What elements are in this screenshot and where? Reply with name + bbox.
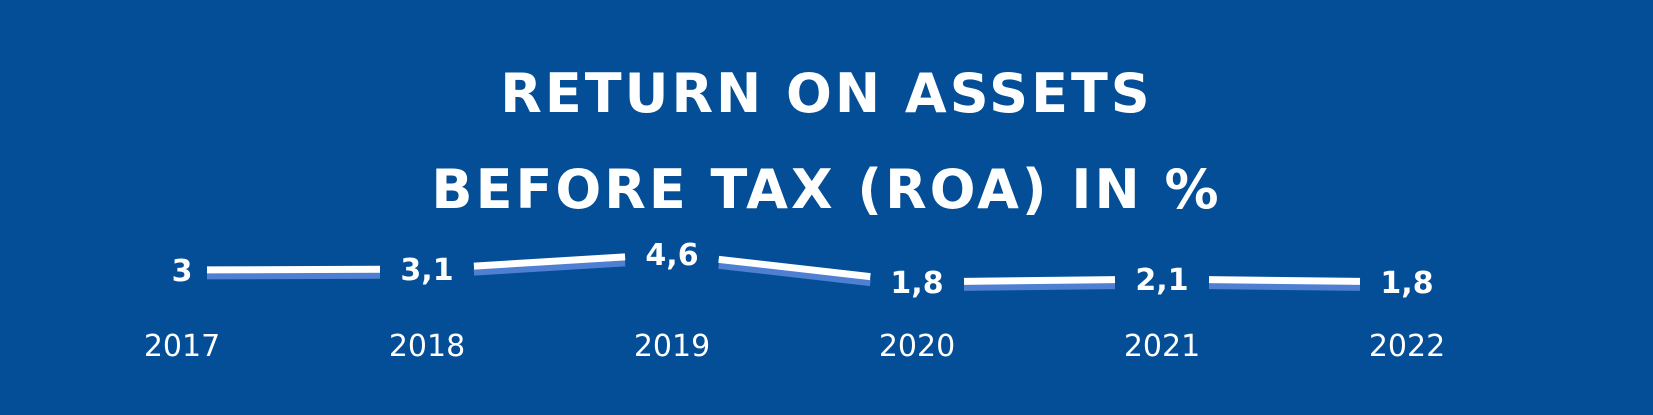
series-line-shadow-segment <box>206 271 381 280</box>
series-line-segment <box>963 276 1116 285</box>
x-tick-label: 2022 <box>1369 329 1445 364</box>
series-line-shadow-segment <box>718 261 871 287</box>
series-line-shadow-segment <box>963 282 1116 291</box>
data-label: 1,8 <box>890 266 943 301</box>
series-line-shadow-segment <box>1208 282 1361 291</box>
series-line-segment <box>1208 276 1361 285</box>
series-line-segment <box>206 265 381 274</box>
series-line-segment <box>473 253 626 270</box>
x-tick-label: 2020 <box>879 329 955 364</box>
series-line-segment <box>718 255 871 281</box>
x-tick-label: 2017 <box>144 329 220 364</box>
data-label: 3 <box>172 254 193 289</box>
x-tick-label: 2019 <box>634 329 710 364</box>
chart-title-line-1: RETURN ON ASSETS <box>500 62 1153 125</box>
series-line-shadow-segment <box>473 259 626 276</box>
x-tick-label: 2021 <box>1124 329 1200 364</box>
chart-title: RETURN ON ASSETS BEFORE TAX (ROA) IN % <box>0 46 1653 238</box>
data-label: 3,1 <box>400 253 453 288</box>
data-label: 2,1 <box>1135 263 1188 298</box>
data-label: 1,8 <box>1380 266 1433 301</box>
chart-title-line-2: BEFORE TAX (ROA) IN % <box>431 158 1222 221</box>
x-tick-label: 2018 <box>389 329 465 364</box>
data-label: 4,6 <box>645 238 698 273</box>
